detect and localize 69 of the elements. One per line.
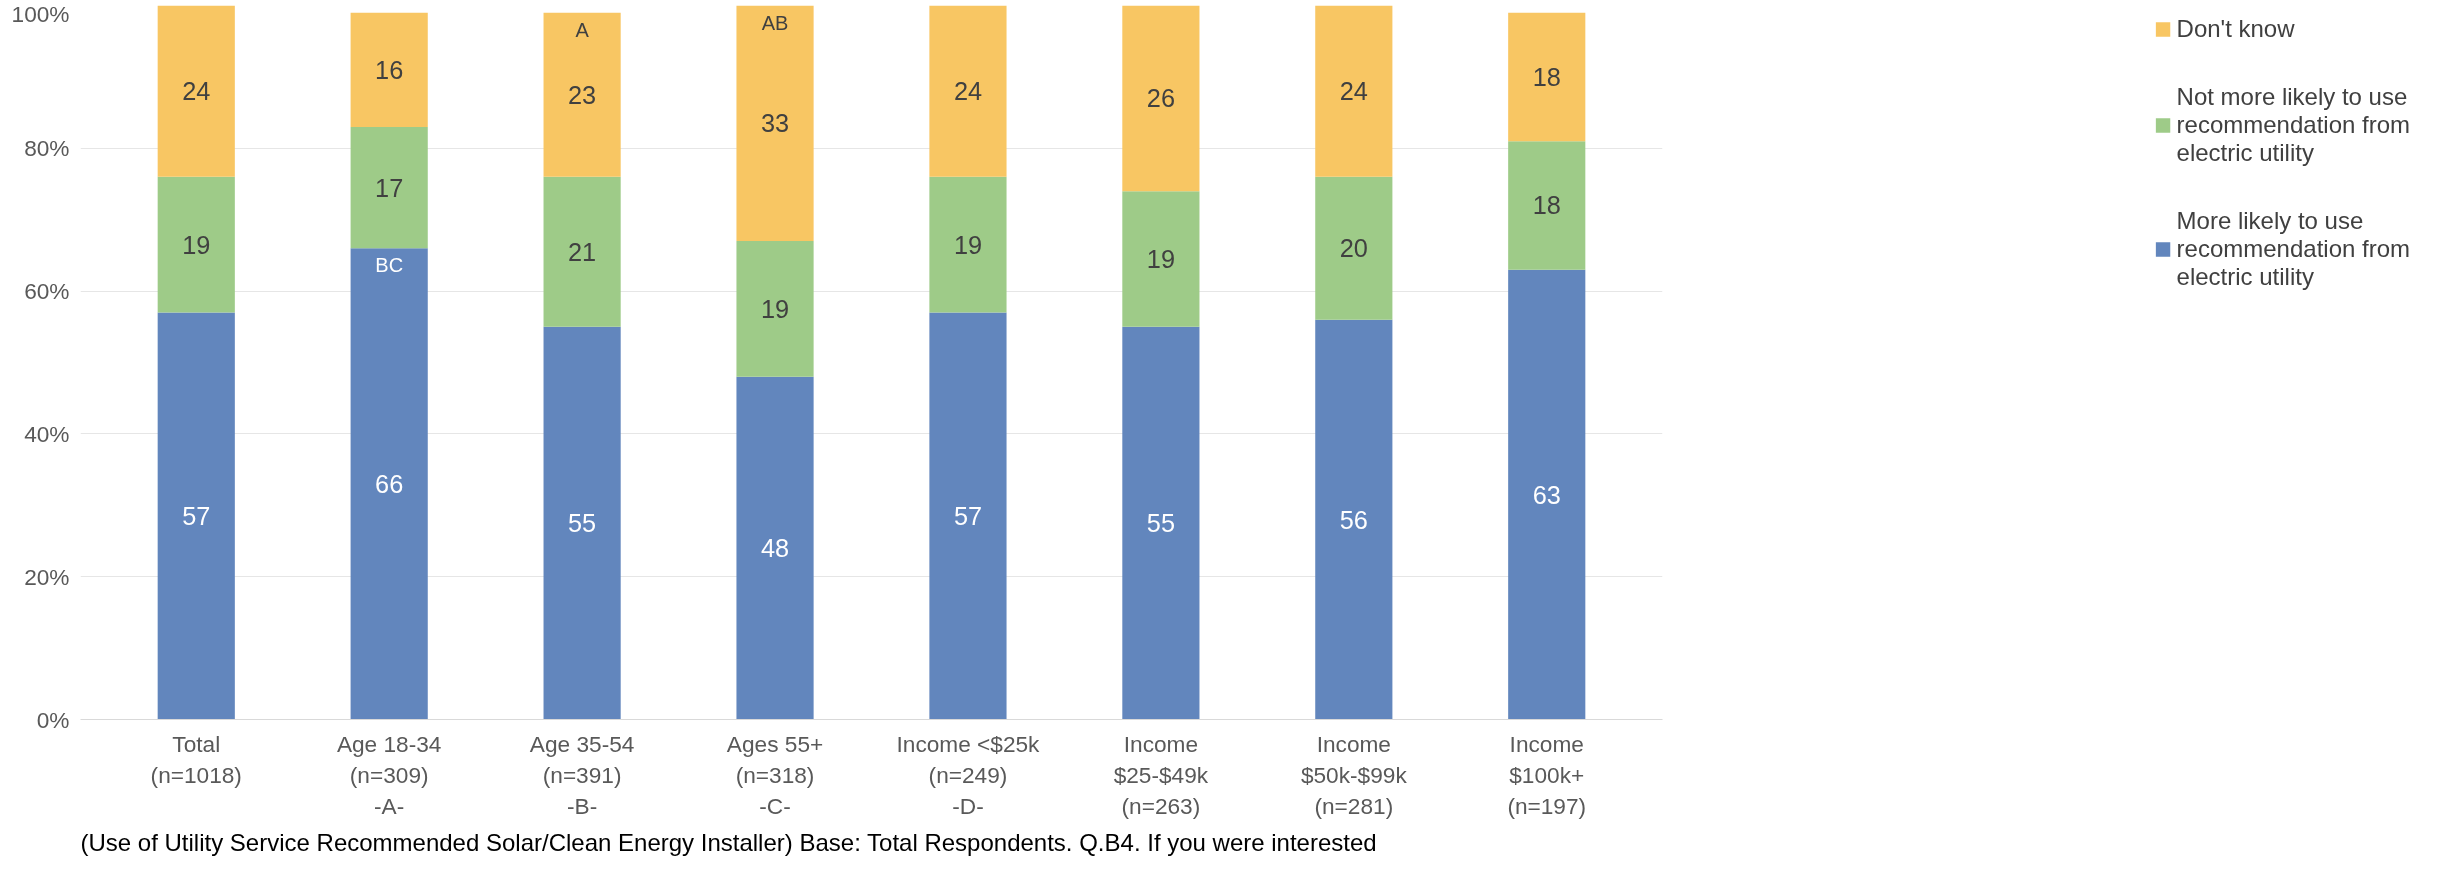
bar <box>1122 191 1200 327</box>
bar <box>1315 5 1393 177</box>
text: (Use of Utility Service Recommended Solar/Clean Energy Installer) Base: Total Respondents. Q.B4. If you were interested <box>80 828 1377 856</box>
legend-label: Don't know <box>2176 15 2295 43</box>
y-tick-label: 0% <box>36 706 70 733</box>
bar <box>157 176 235 313</box>
bar <box>157 5 235 177</box>
legend-label: More likely to use recommendation from electric utility <box>2176 207 2410 291</box>
annotation: AB <box>761 11 789 34</box>
bar <box>736 241 814 377</box>
data-label: 19 <box>1146 244 1175 273</box>
data-label: 17 <box>375 173 404 202</box>
y-tick-label: 20% <box>24 563 70 590</box>
annotation: A <box>575 18 590 41</box>
data-label: 24 <box>953 77 983 106</box>
data-label: 19 <box>760 294 790 323</box>
y-tick-label: 40% <box>24 420 70 447</box>
bar <box>350 12 428 127</box>
bar <box>736 376 814 720</box>
y-tick-label: 80% <box>24 135 70 162</box>
data-label: 66 <box>375 469 404 498</box>
bar <box>1508 141 1586 270</box>
bar <box>736 5 814 242</box>
bar <box>543 12 621 177</box>
data-label: 57 <box>953 502 983 531</box>
data-label: 63 <box>1532 480 1561 509</box>
data-label: 24 <box>182 77 211 106</box>
data-label: 26 <box>1146 84 1175 113</box>
x-tick-label: Total (n=1018) <box>150 730 242 788</box>
bar <box>929 176 1007 313</box>
bar <box>1122 326 1200 720</box>
bar <box>1508 269 1586 720</box>
data-label: 19 <box>953 230 983 259</box>
annotation: BC <box>375 254 404 277</box>
x-tick-label: Income <$25k (n=249) -D- <box>896 730 1041 819</box>
bar <box>1508 12 1586 142</box>
data-label: 20 <box>1339 234 1368 263</box>
data-label: 21 <box>568 237 597 266</box>
bar <box>1315 319 1393 720</box>
data-label: 18 <box>1532 191 1561 220</box>
bar <box>1315 176 1393 320</box>
data-label: 23 <box>568 80 597 109</box>
x-tick-label: Income $50k-$99k (n=281) <box>1300 730 1408 819</box>
x-tick-label: Age 35-54 (n=391) -B- <box>529 730 635 819</box>
bar <box>929 312 1007 720</box>
data-label: 57 <box>182 502 211 531</box>
x-tick-label: Age 18-34 (n=309) -A- <box>336 730 442 819</box>
x-tick-label: Income $25-$49k (n=263) <box>1113 730 1209 819</box>
data-label: 24 <box>1339 77 1368 106</box>
data-label: 55 <box>568 509 597 538</box>
bar <box>1122 5 1200 192</box>
x-tick-label: Ages 55+ (n=318) -C- <box>726 730 824 819</box>
bar <box>543 176 621 327</box>
bar <box>350 248 428 720</box>
data-label: 56 <box>1339 505 1368 534</box>
bar <box>157 312 235 720</box>
bar <box>350 126 428 249</box>
y-tick-label: 100% <box>11 0 70 27</box>
y-tick-label: 60% <box>24 278 70 305</box>
data-label: 33 <box>760 109 790 138</box>
data-label: 48 <box>760 534 790 563</box>
bar <box>543 326 621 720</box>
data-label: 16 <box>375 55 404 84</box>
bar <box>929 5 1007 177</box>
data-label: 55 <box>1146 509 1175 538</box>
data-label: 19 <box>182 230 211 259</box>
x-tick-label: Income $100k+ (n=197) <box>1507 730 1587 819</box>
data-label: 18 <box>1532 62 1561 91</box>
legend-label: Not more likely to use recommendation from electric utility <box>2176 83 2410 167</box>
